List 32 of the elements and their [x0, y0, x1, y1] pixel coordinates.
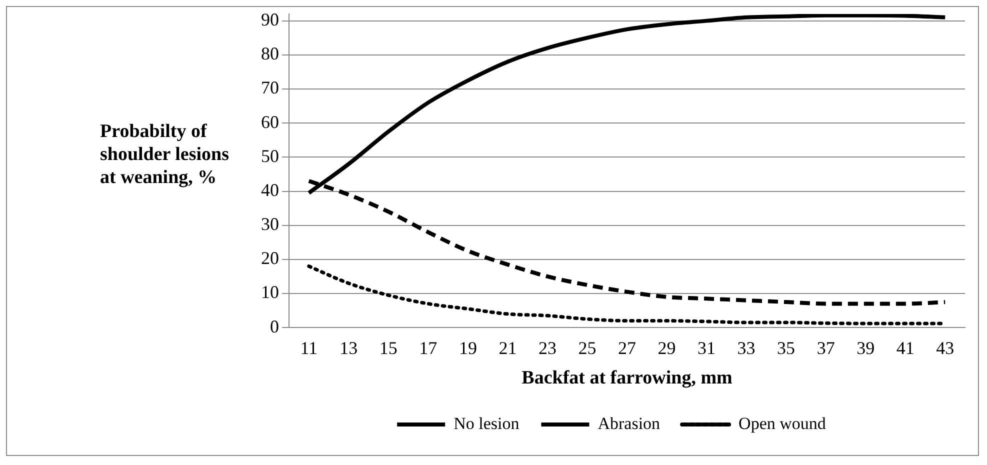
x-tick-label: 15 [379, 338, 398, 358]
x-tick-label: 19 [458, 338, 477, 358]
y-tick-label: 80 [261, 44, 279, 64]
x-tick-label: 29 [658, 338, 676, 358]
x-tick-label: 39 [856, 338, 875, 358]
legend-label: Abrasion [598, 414, 661, 433]
x-tick-label: 23 [538, 338, 556, 358]
y-tick-label: 10 [261, 282, 279, 302]
x-tick-label: 35 [777, 338, 796, 358]
x-tick-label: 17 [419, 338, 438, 358]
legend-label: No lesion [454, 414, 520, 433]
y-tick-label: 30 [261, 214, 279, 234]
y-tick-label: 0 [270, 316, 279, 336]
x-tick-label: 13 [340, 338, 358, 358]
x-tick-label: 11 [300, 338, 318, 358]
y-tick-label: 20 [261, 248, 279, 268]
y-axis-title: Probabilty of shoulder lesions at weaning, % [100, 120, 230, 189]
x-tick-label: 27 [618, 338, 636, 358]
y-tick-label: 50 [261, 146, 279, 166]
x-tick-label: 31 [698, 338, 716, 358]
x-tick-label: 43 [936, 338, 954, 358]
x-axis-title: Backfat at farrowing, mm [522, 368, 733, 389]
y-tick-label: 90 [261, 10, 279, 30]
x-tick-label: 41 [896, 338, 914, 358]
y-tick-label: 40 [261, 180, 279, 200]
x-tick-label: 25 [578, 338, 596, 358]
legend-label: Open wound [738, 414, 826, 433]
x-tick-label: 33 [737, 338, 756, 358]
y-tick-label: 70 [261, 78, 279, 98]
x-tick-label: 21 [498, 338, 517, 358]
y-tick-label: 60 [261, 112, 279, 132]
x-tick-label: 37 [816, 338, 835, 358]
